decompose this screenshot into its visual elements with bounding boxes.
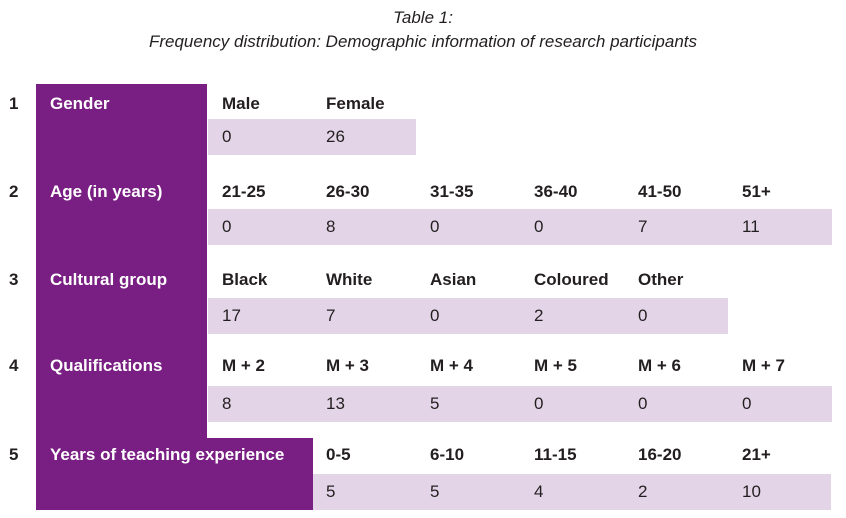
cell-value: 8 (222, 394, 232, 413)
row-label-experience: Years of teaching experience (50, 445, 285, 464)
row-label-cultural-group: Cultural group (50, 270, 168, 289)
cell-value: 2 (638, 482, 648, 501)
cell-value: 7 (638, 217, 648, 236)
column-header: 6-10 (430, 445, 465, 464)
value-band-age (208, 209, 832, 245)
cell-value: 26 (326, 127, 345, 146)
cell-value: 0 (430, 306, 440, 325)
column-header: M + 6 (638, 356, 681, 375)
cell-value: 0 (430, 217, 440, 236)
cell-value: 0 (742, 394, 752, 413)
column-header: 0-5 (326, 445, 351, 464)
row-label-gender: Gender (50, 94, 110, 113)
column-header: Asian (430, 270, 477, 289)
column-header: Black (222, 270, 268, 289)
value-band-experience (313, 474, 831, 510)
column-header: Male (222, 94, 260, 113)
column-header: 26-30 (326, 182, 370, 201)
cell-value: 17 (222, 306, 241, 325)
cell-value: 5 (326, 482, 336, 501)
column-header: M + 3 (326, 356, 369, 375)
column-header: 21+ (742, 445, 771, 464)
row-label-qualifications: Qualifications (50, 356, 163, 375)
cell-value: 2 (534, 306, 544, 325)
category-column-background (36, 84, 207, 510)
row-number: 3 (9, 270, 19, 289)
cell-value: 0 (534, 217, 544, 236)
table-caption: Table 1: Frequency distribution: Demogra… (0, 6, 846, 54)
value-band-cultural-group (208, 298, 728, 334)
cell-value: 0 (638, 394, 648, 413)
table-caption-subtitle: Frequency distribution: Demographic info… (148, 32, 698, 51)
cell-value: 0 (222, 217, 232, 236)
column-header: M + 4 (430, 356, 473, 375)
table-caption-title: Table 1: (393, 8, 453, 27)
cell-value: 8 (326, 217, 336, 236)
cell-value: 0 (222, 127, 232, 146)
column-header: Other (638, 270, 684, 289)
row-number: 4 (9, 356, 19, 375)
row-number: 2 (9, 182, 19, 201)
cell-value: 5 (430, 394, 440, 413)
column-header: 41-50 (638, 182, 682, 201)
row-number: 5 (9, 445, 19, 464)
column-header: 31-35 (430, 182, 474, 201)
row-label-age: Age (in years) (50, 182, 163, 201)
cell-value: 13 (326, 394, 345, 413)
cell-value: 10 (742, 482, 761, 501)
value-band-gender (208, 119, 416, 155)
column-header: White (326, 270, 373, 289)
column-header: 36-40 (534, 182, 578, 201)
column-header: 16-20 (638, 445, 682, 464)
cell-value: 7 (326, 306, 336, 325)
cell-value: 0 (638, 306, 648, 325)
cell-value: 4 (534, 482, 544, 501)
column-header: M + 7 (742, 356, 785, 375)
row-number: 1 (9, 94, 19, 113)
column-header: M + 5 (534, 356, 577, 375)
cell-value: 11 (742, 217, 760, 236)
value-band-qualifications (208, 386, 832, 422)
column-header: Female (326, 94, 385, 113)
cell-value: 0 (534, 394, 544, 413)
column-header: 51+ (742, 182, 771, 201)
column-header: M + 2 (222, 356, 265, 375)
column-header: 11-15 (534, 445, 577, 464)
column-header: 21-25 (222, 182, 266, 201)
cell-value: 5 (430, 482, 440, 501)
column-header: Coloured (534, 270, 609, 289)
category-column-extension (207, 438, 313, 510)
